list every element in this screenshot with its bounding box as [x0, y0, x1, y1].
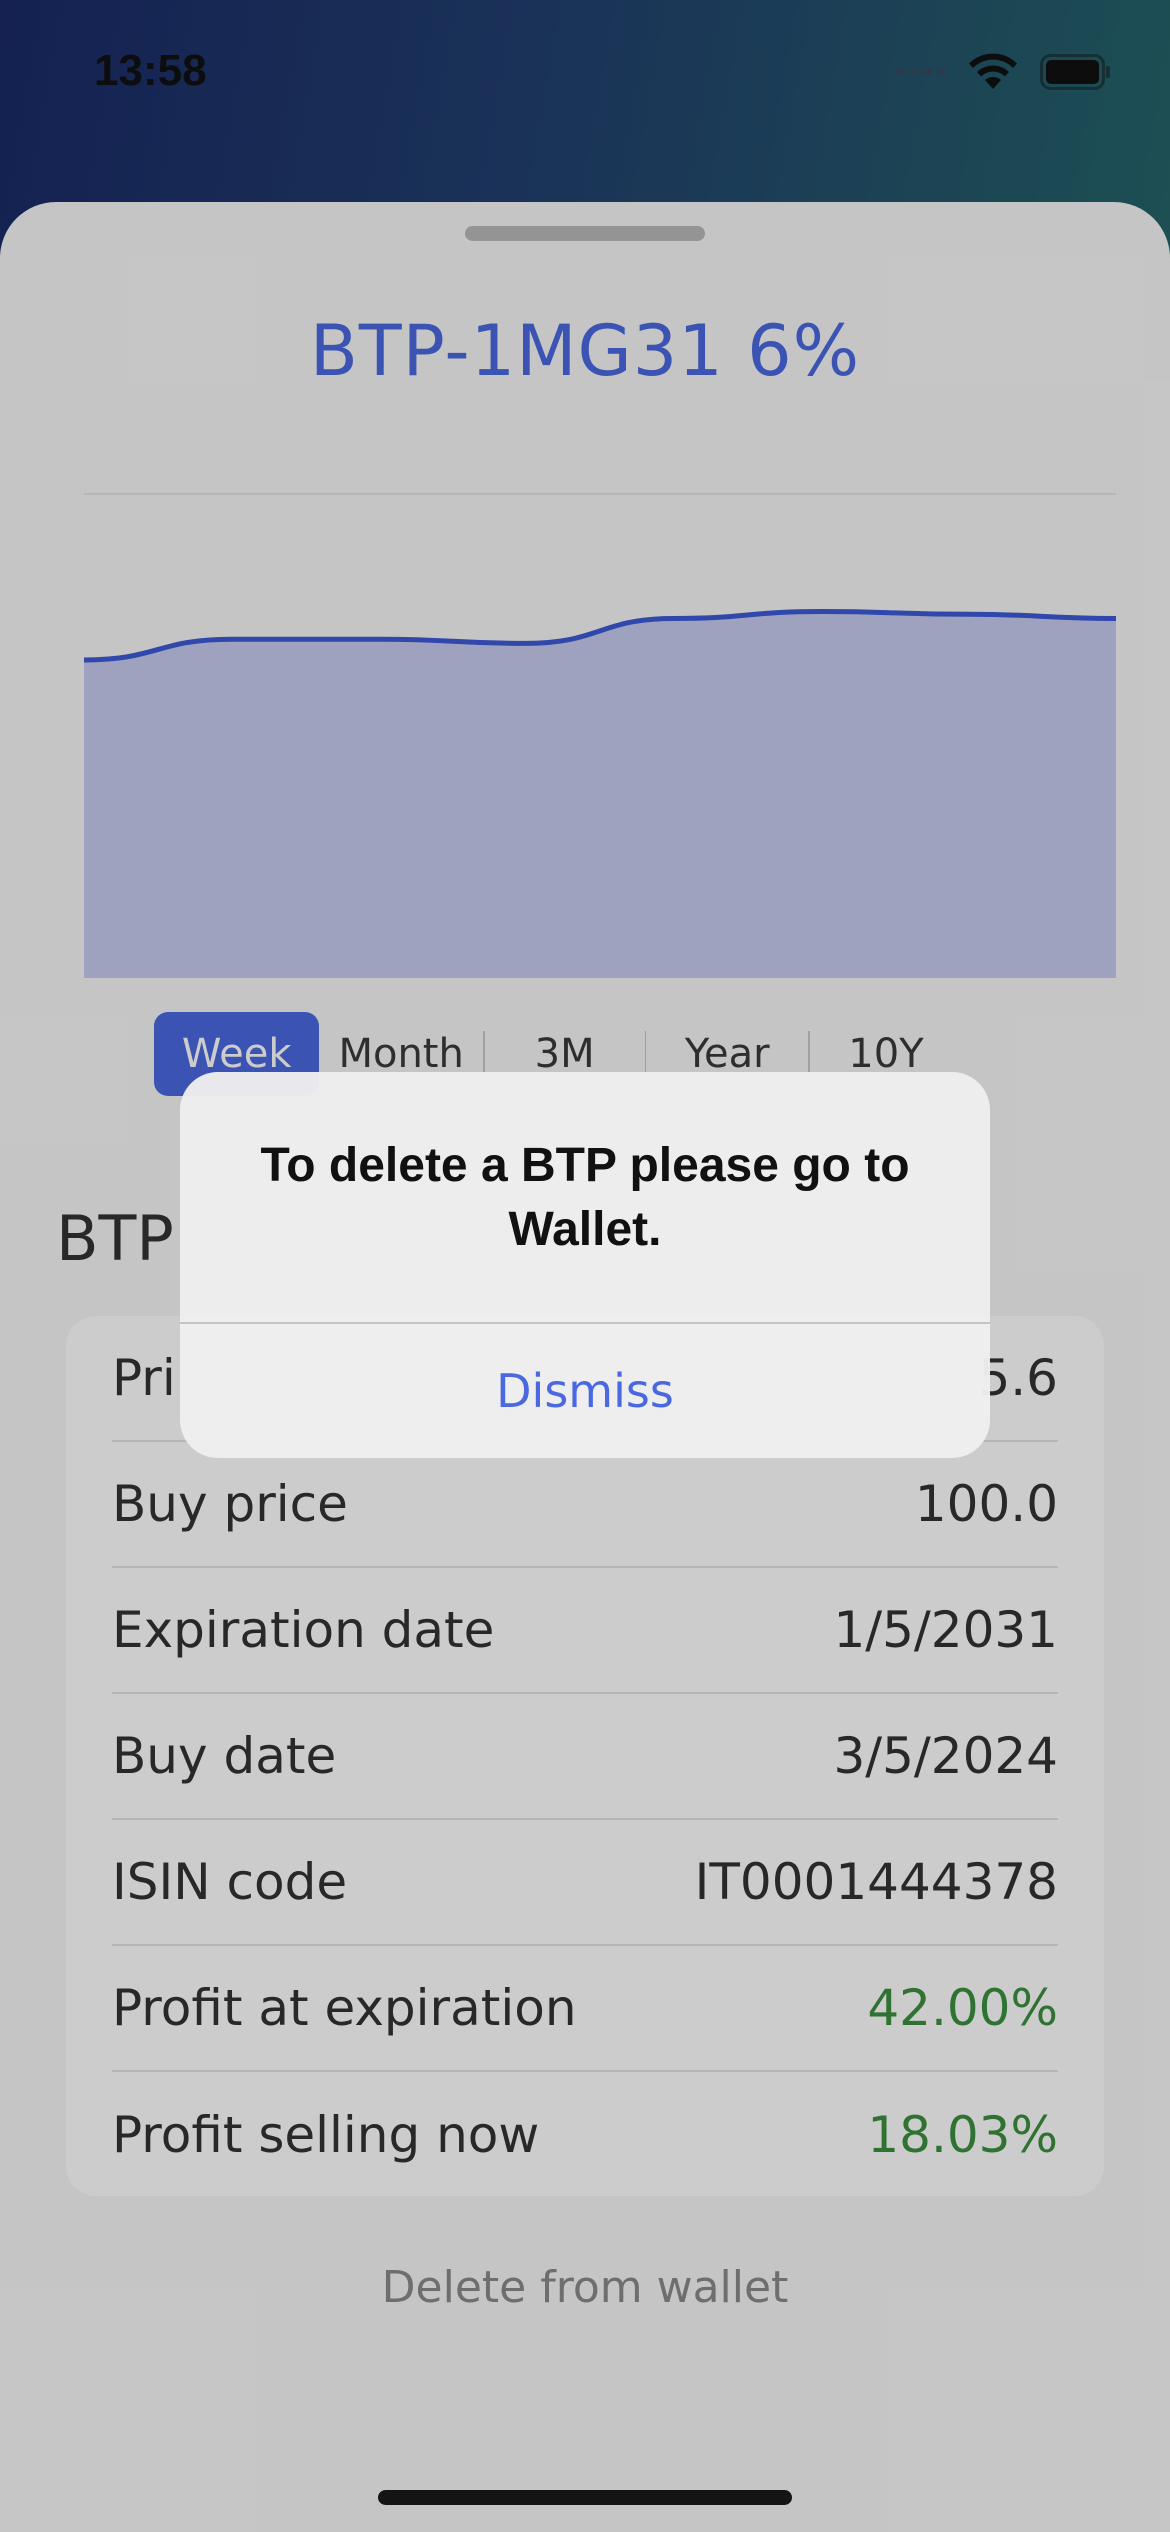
delete-from-wallet-button[interactable]: Delete from wallet	[381, 2262, 789, 2313]
alert-dialog: To delete a BTP please go to Wallet. Dis…	[180, 1072, 990, 1458]
section-title: BTP	[56, 1202, 174, 1275]
range-year-button[interactable]: Year	[684, 1031, 770, 1077]
detail-label: Profit at expiration	[112, 1979, 577, 2037]
battery-icon	[1040, 54, 1112, 90]
detail-value-profit: 42.00%	[867, 1979, 1058, 2037]
detail-value: 100.0	[914, 1475, 1058, 1533]
detail-value: 3/5/2024	[833, 1727, 1058, 1785]
wifi-icon	[968, 53, 1018, 91]
detail-label: ISIN code	[112, 1853, 348, 1911]
detail-label: Profit selling now	[112, 2106, 540, 2164]
details-card: Pri 5.6 Buy price 100.0 Expiration date …	[66, 1316, 1104, 2196]
dismiss-button[interactable]: Dismiss	[180, 1324, 990, 1458]
chart-series-line	[84, 609, 1116, 663]
detail-row-buy-price: Buy price 100.0	[112, 1442, 1058, 1568]
detail-label: Buy date	[112, 1727, 337, 1785]
chart-area-fill	[84, 611, 1116, 978]
range-month-button[interactable]: Month	[338, 1031, 464, 1077]
price-chart-svg	[84, 493, 1116, 978]
sheet-grabber[interactable]	[465, 226, 705, 241]
detail-row-price: Pri 5.6	[112, 1316, 1058, 1442]
range-divider	[644, 1031, 647, 1077]
range-selector: Week Month 3M Year 10Y	[154, 1012, 962, 1096]
detail-value: IT0001444378	[694, 1853, 1058, 1911]
alert-message: To delete a BTP please go to Wallet.	[260, 1139, 910, 1256]
detail-row-profit-expiration: Profit at expiration 42.00%	[112, 1946, 1058, 2072]
home-indicator[interactable]	[378, 2490, 792, 2505]
page-title: BTP-1MG31 6%	[309, 310, 861, 392]
range-divider	[482, 1031, 485, 1077]
status-icons	[895, 52, 1112, 92]
detail-row-isin-code: ISIN code IT0001444378	[112, 1820, 1058, 1946]
status-time: 13:58	[94, 46, 207, 95]
signal-icon	[895, 68, 946, 76]
detail-label: Buy price	[112, 1475, 348, 1533]
detail-row-profit-now: Profit selling now 18.03%	[112, 2072, 1058, 2198]
detail-value: 5.6	[978, 1349, 1058, 1407]
detail-row-expiration-date: Expiration date 1/5/2031	[112, 1568, 1058, 1694]
detail-value-profit: 18.03%	[867, 2106, 1058, 2164]
alert-divider	[180, 1322, 990, 1324]
detail-value: 1/5/2031	[833, 1601, 1058, 1659]
detail-row-buy-date: Buy date 3/5/2024	[112, 1694, 1058, 1820]
range-divider	[808, 1031, 810, 1077]
price-chart	[84, 490, 1116, 982]
status-bar: 13:58	[0, 0, 1170, 150]
detail-label: Expiration date	[112, 1601, 495, 1659]
range-10y-button[interactable]: 10Y	[848, 1031, 924, 1077]
detail-label: Pri	[112, 1349, 176, 1407]
range-3m-button[interactable]: 3M	[534, 1031, 595, 1077]
